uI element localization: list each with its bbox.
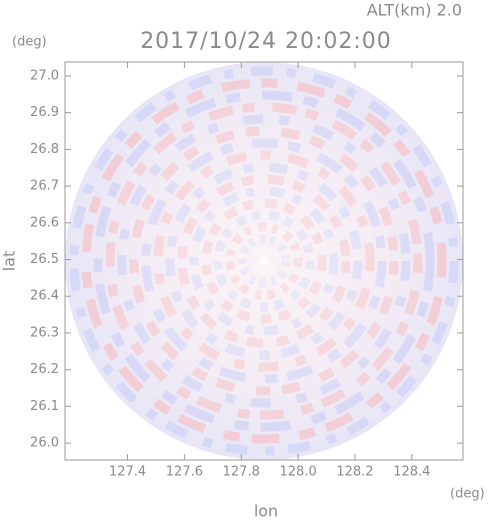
y-tick-label: 26.3 (30, 325, 59, 340)
x-tick-label: 128.2 (336, 465, 373, 480)
x-tick-label: 128.0 (280, 465, 317, 480)
y-tick-label: 26.9 (30, 105, 59, 120)
altitude-label: ALT(km) 2.0 (367, 1, 462, 20)
radar-texture (69, 66, 459, 456)
y-axis-label: lat (0, 251, 19, 272)
x-tick-label: 127.8 (223, 465, 260, 480)
y-tick-label: 26.4 (30, 289, 59, 304)
x-axis-label: lon (254, 502, 278, 521)
y-unit: (deg) (12, 35, 47, 50)
y-tick-label: 26.2 (30, 362, 59, 377)
radar-center (260, 257, 268, 265)
y-tick-label: 26.8 (30, 142, 59, 157)
y-tick-label: 26.7 (30, 179, 59, 194)
y-tick-label: 26.6 (30, 215, 59, 230)
chart-title: 2017/10/24 20:02:00 (140, 29, 392, 54)
y-tick-label: 26.0 (30, 436, 59, 451)
y-tick-label: 27.0 (30, 68, 59, 83)
x-tick-label: 128.4 (393, 465, 430, 480)
x-tick-label: 127.4 (109, 465, 146, 480)
x-unit: (deg) (450, 487, 485, 502)
y-tick-label: 26.5 (30, 252, 59, 267)
y-tick-label: 26.1 (30, 399, 59, 414)
radar-field (65, 62, 463, 460)
x-tick-label: 127.6 (166, 465, 203, 480)
plot-frame (64, 61, 464, 461)
